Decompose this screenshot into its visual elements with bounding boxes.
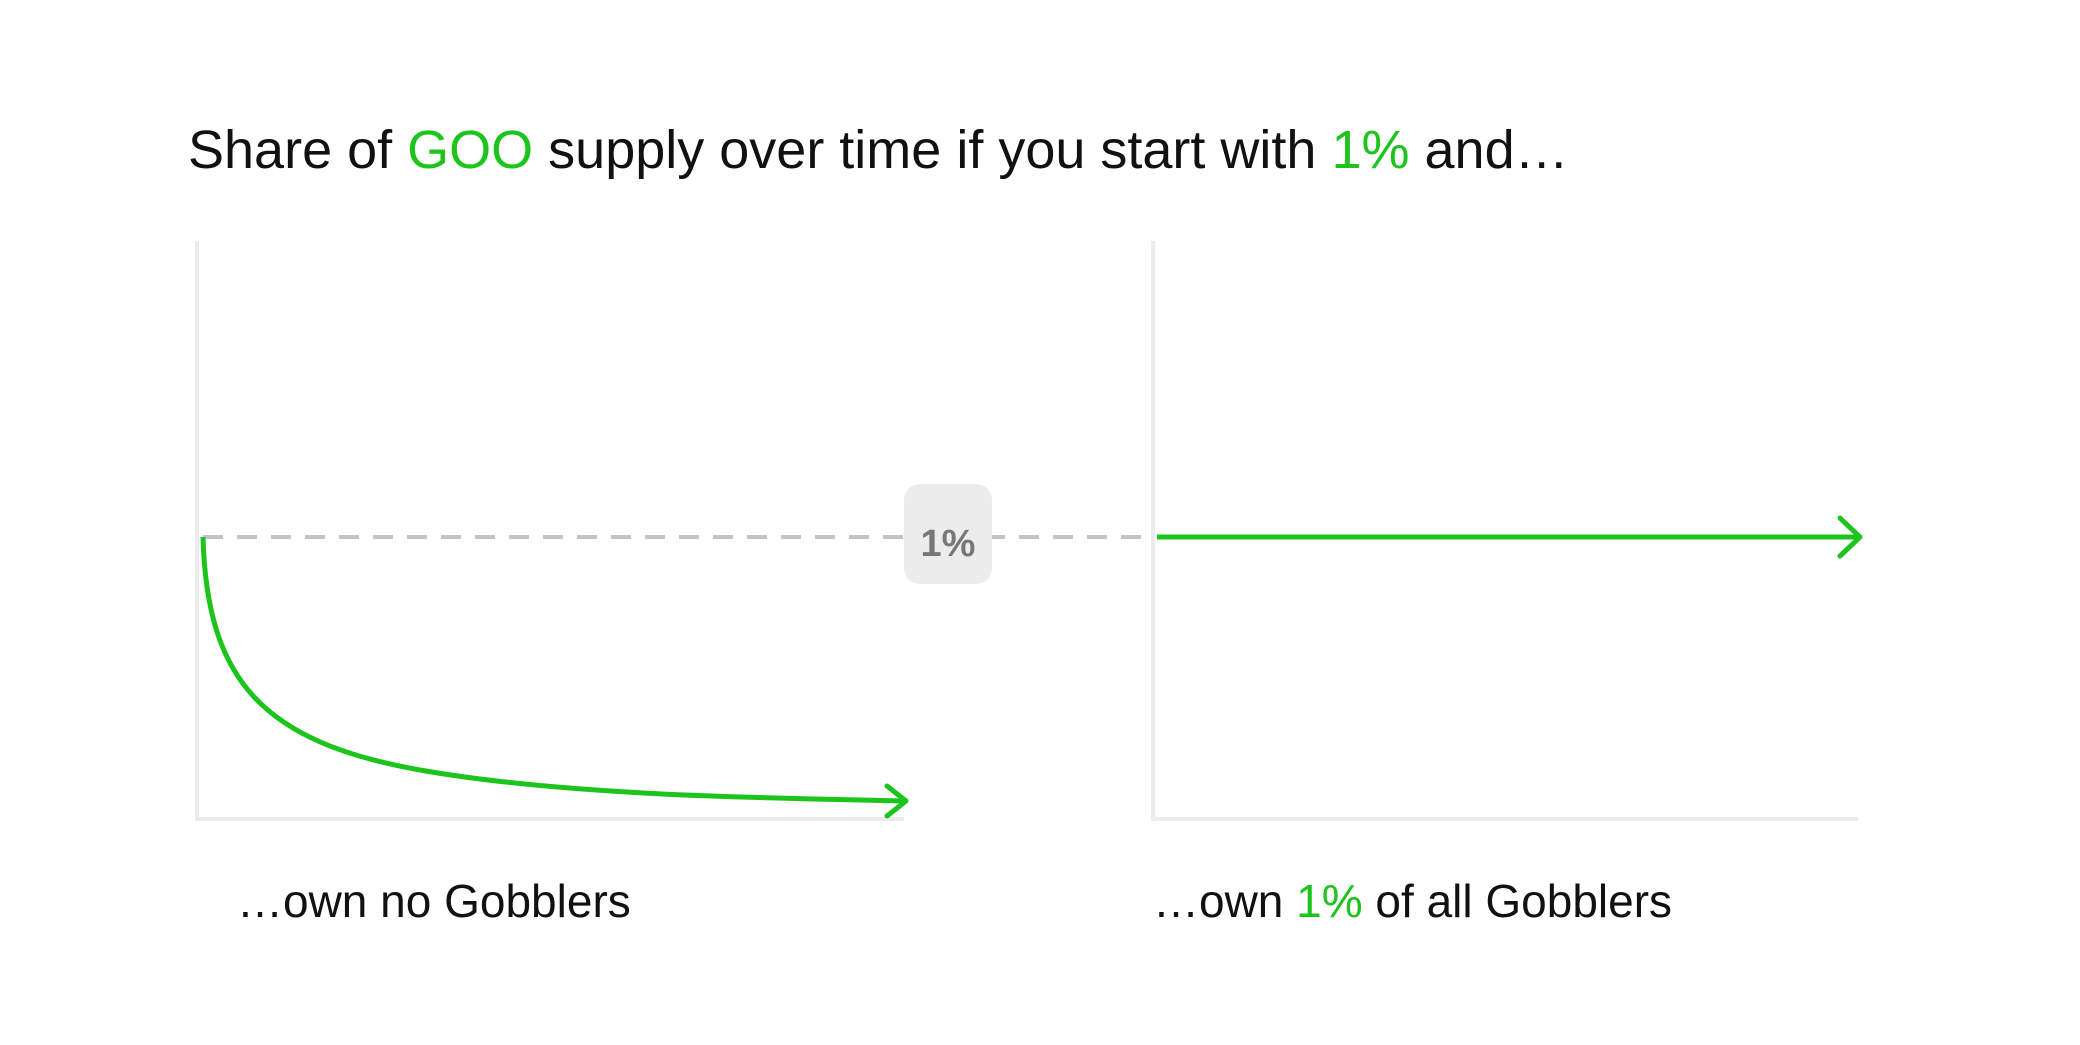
title: Share of GOO supply over time if you sta…	[188, 120, 1569, 180]
caption-text: …own	[1153, 875, 1296, 927]
arrowhead	[1837, 515, 1863, 559]
title-text: supply over time if you start with	[533, 120, 1331, 180]
reference-badge	[904, 484, 992, 584]
decay-curve	[200, 536, 906, 804]
caption: …own no Gobblers	[237, 875, 631, 927]
arrowhead	[884, 783, 909, 819]
caption-text: …own no Gobblers	[237, 875, 631, 927]
title-highlight: GOO	[407, 120, 533, 180]
title-text: Share of	[188, 120, 407, 180]
reference-label: 1%	[921, 523, 976, 565]
caption-highlight: 1%	[1296, 875, 1362, 927]
title-text: and…	[1410, 120, 1569, 180]
caption-text: of all Gobblers	[1363, 875, 1672, 927]
title-highlight: 1%	[1331, 120, 1409, 180]
caption: …own 1% of all Gobblers	[1153, 875, 1672, 927]
